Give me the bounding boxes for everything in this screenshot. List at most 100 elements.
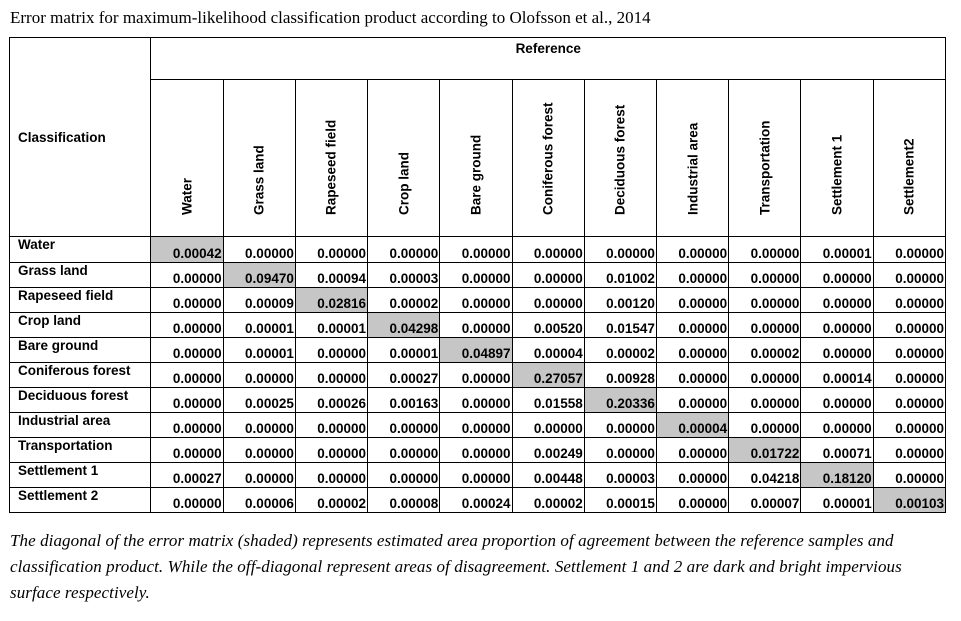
column-header-label: Industrial area [685,122,701,215]
column-header: Industrial area [655,79,730,237]
column-header-label: Settlement 1 [829,134,845,215]
diagonal-cell: 0.04897 [439,337,513,363]
row-label: Grass land [8,262,152,288]
matrix-cell: 0.00000 [439,287,513,313]
matrix-cell: 0.00000 [150,312,224,338]
matrix-cell: 0.00000 [583,437,657,463]
table-row: Transportation 0.00000 0.00000 0.00000 0.000… [8,437,947,463]
matrix-cell: 0.00000 [150,287,224,313]
matrix-cell: 0.00002 [294,487,369,513]
matrix-cell: 0.00000 [728,312,802,338]
matrix-cell: 0.00000 [655,287,730,313]
matrix-cell: 0.00000 [150,387,224,413]
column-header: Crop land [367,79,441,237]
matrix-cell: 0.00249 [511,437,585,463]
matrix-cell: 0.00000 [294,462,369,488]
matrix-cell: 0.00000 [728,236,802,263]
diagonal-cell: 0.27057 [511,362,585,388]
matrix-cell: 0.01558 [511,387,585,413]
diagonal-cell: 0.00042 [150,236,224,263]
table-row: Industrial area 0.00000 0.00000 0.00000 0.00… [8,412,947,438]
matrix-cell: 0.00000 [655,262,730,288]
matrix-cell: 0.00026 [294,387,369,413]
matrix-cell: 0.00002 [728,337,802,363]
table-row: Bare ground 0.00000 0.00001 0.00000 0.00001 0… [8,337,947,363]
matrix-cell: 0.00000 [222,236,296,263]
matrix-cell: 0.01002 [583,262,657,288]
column-header: Deciduous forest [583,79,657,237]
matrix-cell: 0.00000 [800,287,874,313]
matrix-cell: 0.00000 [800,387,874,413]
matrix-cell: 0.00000 [728,262,802,288]
matrix-cell: 0.00000 [728,412,802,438]
matrix-cell: 0.00000 [872,262,947,288]
matrix-cell: 0.00000 [294,437,369,463]
matrix-cell: 0.00000 [439,236,513,263]
matrix-cell: 0.00000 [439,362,513,388]
matrix-cell: 0.00094 [294,262,369,288]
column-header: Rapeseed field [294,79,369,237]
matrix-cell: 0.00000 [222,412,296,438]
matrix-cell: 0.00000 [150,262,224,288]
matrix-cell: 0.00000 [872,462,947,488]
column-header-label: Water [179,177,195,215]
matrix-cell: 0.00000 [872,236,947,263]
matrix-cell: 0.00001 [800,236,874,263]
matrix-cell: 0.00000 [439,412,513,438]
matrix-cell: 0.00000 [511,236,585,263]
row-label: Settlement 2 [8,487,152,513]
diagonal-cell: 0.09470 [222,262,296,288]
matrix-cell: 0.00448 [511,462,585,488]
matrix-cell: 0.00000 [367,236,441,263]
matrix-cell: 0.00000 [872,287,947,313]
row-label: Coniferous forest [8,362,152,388]
matrix-cell: 0.00000 [150,487,224,513]
matrix-cell: 0.00000 [728,362,802,388]
matrix-cell: 0.00000 [800,412,874,438]
matrix-cell: 0.00000 [367,437,441,463]
matrix-cell: 0.00000 [872,437,947,463]
matrix-cell: 0.00001 [367,337,441,363]
diagonal-cell: 0.02816 [294,287,369,313]
column-header: Settlement2 [872,79,947,237]
matrix-cell: 0.00000 [439,387,513,413]
matrix-cell: 0.00003 [583,462,657,488]
column-header-label: Bare ground [468,134,484,215]
matrix-cell: 0.00001 [800,487,874,513]
matrix-cell: 0.00000 [655,337,730,363]
document-title: Error matrix for maximum-likelihood clas… [10,8,651,27]
matrix-cell: 0.00000 [294,337,369,363]
column-header-label: Coniferous forest [540,102,556,215]
matrix-cell: 0.00000 [367,462,441,488]
table-row: Settlement 1 0.00027 0.00000 0.00000 0.00000… [8,462,947,488]
matrix-cell: 0.00000 [439,262,513,288]
diagonal-cell: 0.20336 [583,387,657,413]
matrix-cell: 0.00000 [150,337,224,363]
matrix-cell: 0.00000 [367,412,441,438]
matrix-cell: 0.01547 [583,312,657,338]
row-label: Water [8,236,152,263]
matrix-cell: 0.00000 [439,312,513,338]
column-header-label: Grass land [251,145,267,215]
column-header-label: Crop land [396,152,412,215]
matrix-cell: 0.00071 [800,437,874,463]
matrix-cell: 0.00000 [872,387,947,413]
matrix-cell: 0.00006 [222,487,296,513]
matrix-cell: 0.00000 [439,437,513,463]
matrix-cell: 0.00004 [511,337,585,363]
matrix-cell: 0.00008 [367,487,441,513]
matrix-cell: 0.00000 [150,437,224,463]
table-row: Crop land 0.00000 0.00001 0.00001 0.04298 0.0… [8,312,947,338]
matrix-cell: 0.00000 [150,412,224,438]
matrix-cell: 0.00000 [294,362,369,388]
diagonal-cell: 0.00004 [655,412,730,438]
column-header: Settlement 1 [800,79,874,237]
matrix-cell: 0.00015 [583,487,657,513]
column-header-label: Settlement2 [901,138,917,215]
column-header: Water [150,79,224,237]
matrix-cell: 0.00001 [222,337,296,363]
table-row: Rapeseed field 0.00000 0.00009 0.02816 0.000… [8,287,947,313]
column-header: Transportation [728,79,802,237]
matrix-cell: 0.00000 [655,236,730,263]
matrix-cell: 0.00024 [439,487,513,513]
